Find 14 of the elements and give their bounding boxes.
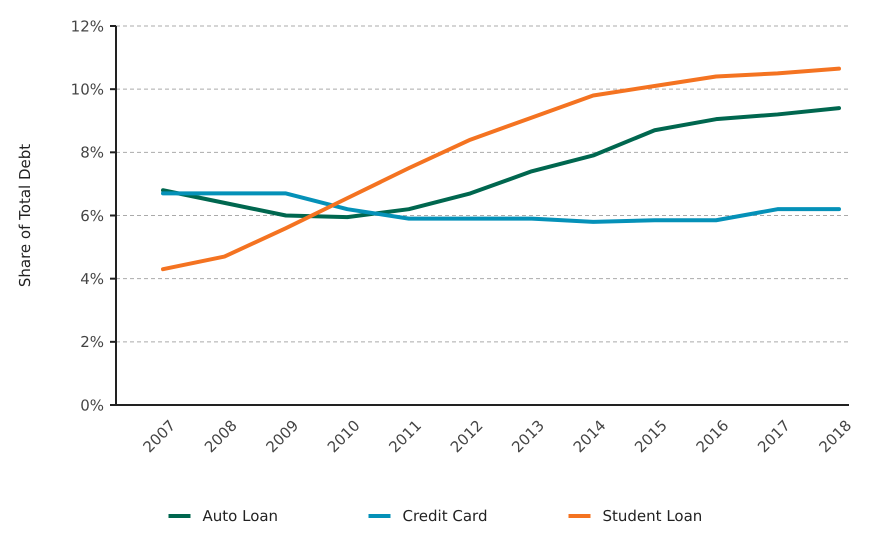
legend-label: Credit Card xyxy=(402,507,488,525)
y-tick-label: 2% xyxy=(80,333,104,352)
line-series xyxy=(161,191,841,224)
line-series xyxy=(161,66,841,272)
y-tick-label: 4% xyxy=(80,270,104,288)
y-tick-label: 6% xyxy=(80,206,104,225)
legend-label: Auto Loan xyxy=(202,507,278,525)
y-axis-title: Share of Total Debt xyxy=(16,144,34,288)
legend-label: Student Loan xyxy=(602,507,702,525)
line-series xyxy=(161,106,841,220)
y-tick-label: 0% xyxy=(80,396,104,414)
y-tick-label: 12% xyxy=(70,17,104,36)
y-tick-label: 10% xyxy=(70,80,104,98)
y-tick-label: 8% xyxy=(80,144,104,162)
